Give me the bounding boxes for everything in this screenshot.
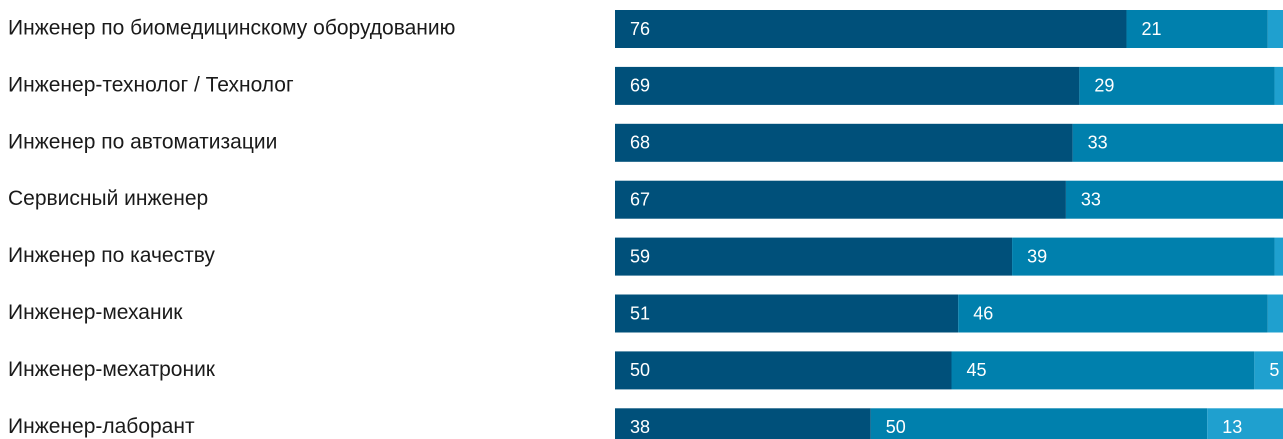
bar-segment: [615, 10, 1127, 48]
bar-segment: [615, 123, 1073, 162]
bar-segment: [615, 351, 952, 390]
bar-segment: [1254, 351, 1283, 390]
value-label: 39: [1027, 246, 1047, 266]
value-label: 51: [630, 303, 650, 323]
bar-segment: [1012, 237, 1275, 276]
value-label: 45: [967, 360, 987, 380]
category-label: Инженер-механик: [8, 301, 183, 324]
category-label: Инженер-мехатроник: [8, 358, 216, 381]
value-label: 76: [630, 19, 650, 39]
category-label: Инженер-технолог / Технолог: [8, 73, 294, 96]
value-label: 69: [630, 76, 650, 96]
value-label: 59: [630, 246, 650, 266]
value-label: 50: [886, 417, 906, 437]
bar-segment: [615, 237, 1013, 276]
value-label: 33: [1088, 133, 1108, 153]
bar-segment: [1207, 408, 1283, 439]
category-label: Сервисный инженер: [8, 187, 208, 210]
value-label: 5: [1269, 360, 1279, 380]
bar-segment: [1274, 66, 1283, 105]
category-label: Инженер по автоматизации: [8, 130, 277, 153]
bar-segment: [615, 294, 959, 333]
value-label: 50: [630, 360, 650, 380]
bar-segment: [1072, 123, 1283, 162]
value-label: 46: [973, 303, 993, 323]
bar-segment: [1267, 10, 1283, 48]
bar-segment: [870, 408, 1208, 439]
bar-segment: [615, 408, 871, 439]
value-label: 13: [1222, 417, 1242, 437]
category-label: Инженер-лаборант: [8, 415, 195, 438]
value-label: 33: [1081, 189, 1101, 209]
value-label: 68: [630, 133, 650, 153]
value-label: 67: [630, 189, 650, 209]
bar-segment: [958, 294, 1268, 333]
category-label: Инженер по качеству: [8, 244, 215, 267]
bar-segment: [1079, 66, 1275, 105]
category-label: Инженер по биомедицинскому оборудованию: [8, 17, 455, 40]
bar-segment: [951, 351, 1255, 390]
bar-segment: [1267, 294, 1283, 333]
bar-segment: [615, 180, 1066, 219]
value-label: 38: [630, 417, 650, 437]
bar-segment: [1274, 237, 1283, 276]
value-label: 29: [1094, 76, 1114, 96]
bar-segment: [615, 66, 1080, 105]
value-label: 21: [1141, 19, 1161, 39]
bar-segment: [1065, 180, 1283, 219]
bar-segment: [1126, 10, 1268, 48]
